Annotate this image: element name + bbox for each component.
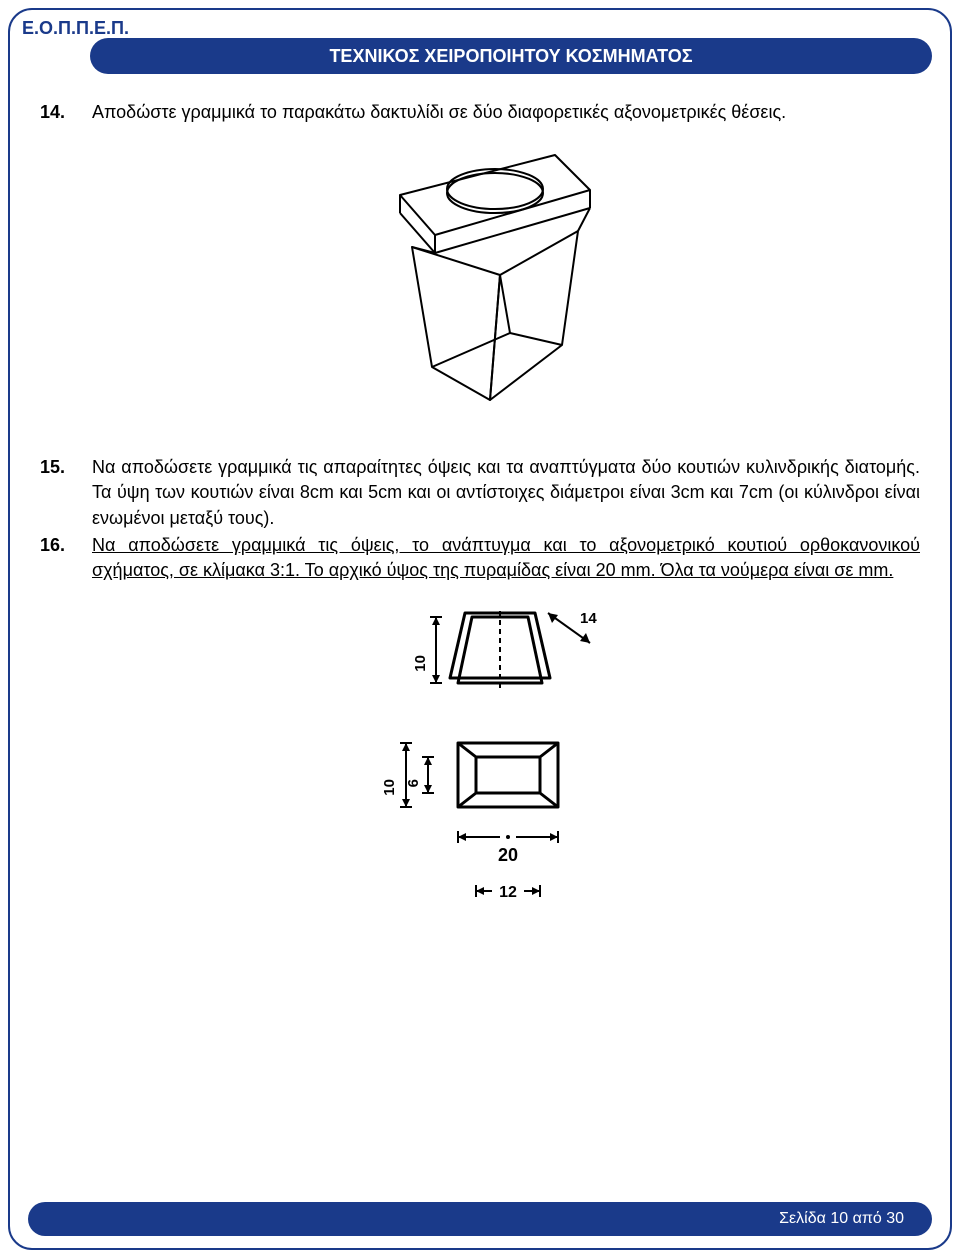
dim-plan-outer-step: 10 [381, 779, 398, 796]
dim-plan-label: 12 [499, 884, 517, 901]
question-number: 14. [40, 100, 92, 125]
pyramid-views-svg: 10 14 6 [330, 593, 630, 913]
dim-front-height: 10 [412, 655, 429, 672]
question-text: Να αποδώσετε γραμμικά τις όψεις, το ανάπ… [92, 533, 920, 583]
question-text: Να αποδώσετε γραμμικά τις απαραίτητες όψ… [92, 455, 920, 531]
ring-drawing-svg [330, 135, 630, 435]
question-15: 15. Να αποδώσετε γραμμικά τις απαραίτητε… [40, 455, 920, 531]
dim-slant: 14 [580, 610, 597, 627]
question-16-underline: Να αποδώσετε γραμμικά τις όψεις, το ανάπ… [92, 535, 920, 580]
footer-bar: Σελίδα 10 από 30 [28, 1202, 932, 1236]
dim-plan-width: 20 [498, 845, 518, 865]
document-title-bar: ΤΕΧΝΙΚΟΣ ΧΕΙΡΟΠΟΙΗΤΟΥ ΚΟΣΜΗΜΑΤΟΣ [90, 38, 932, 74]
question-16: 16. Να αποδώσετε γραμμικά τις όψεις, το … [40, 533, 920, 583]
org-logo-text: Ε.Ο.Π.Π.Ε.Π. [22, 18, 129, 39]
question-number: 16. [40, 533, 92, 583]
figure-pyramid-views: 10 14 6 [40, 593, 920, 913]
content-area: 14. Αποδώστε γραμμικά το παρακάτω δακτυλ… [40, 100, 920, 1188]
question-number: 15. [40, 455, 92, 531]
dim-plan-inner-h: 6 [405, 779, 422, 787]
question-14: 14. Αποδώστε γραμμικά το παρακάτω δακτυλ… [40, 100, 920, 125]
question-text: Αποδώστε γραμμικά το παρακάτω δακτυλίδι … [92, 100, 920, 125]
figure-ring [40, 135, 920, 435]
